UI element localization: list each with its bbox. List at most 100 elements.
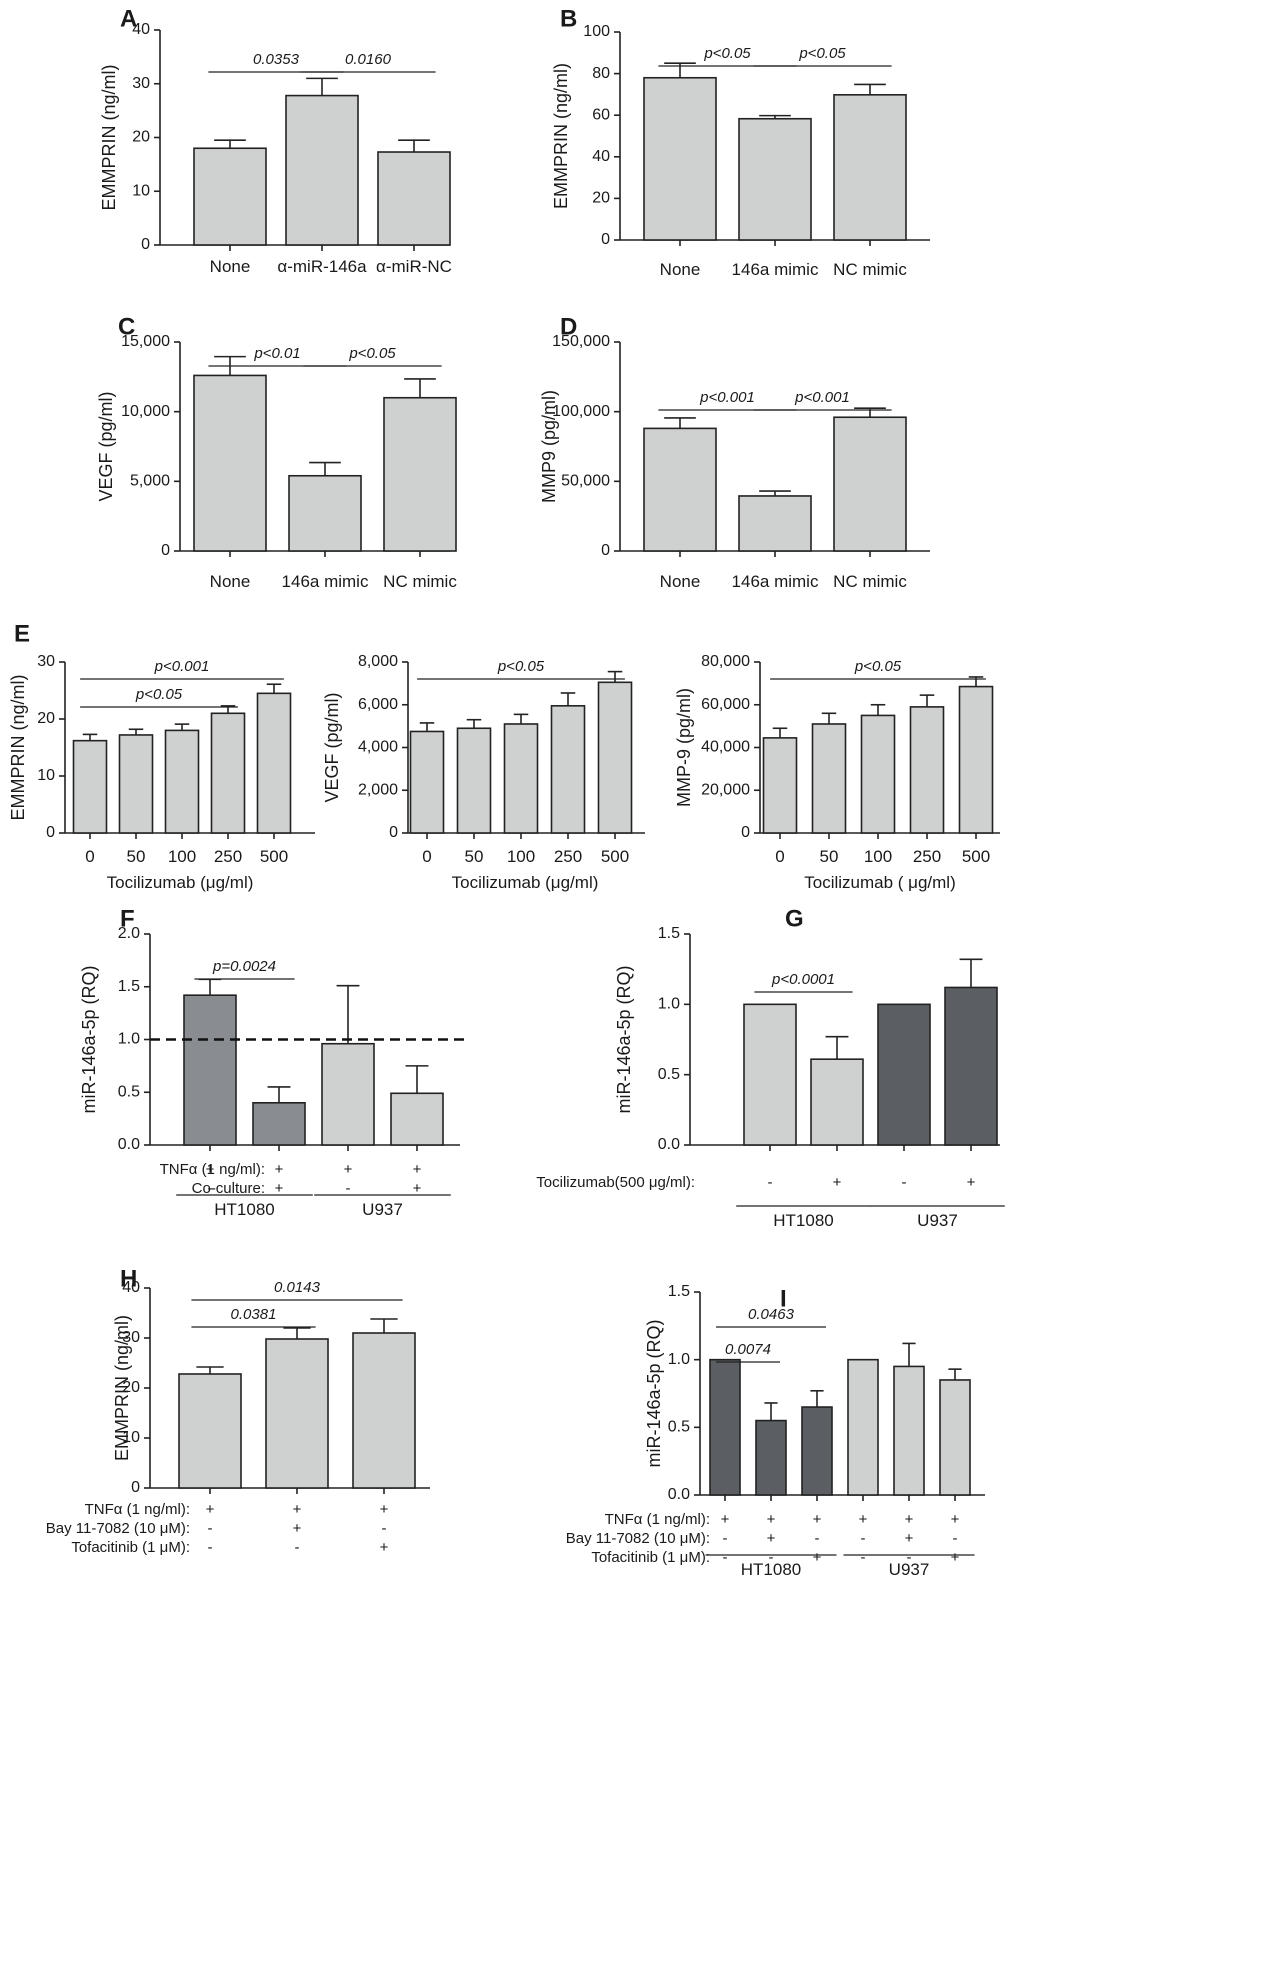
significance-label: p<0.0001 xyxy=(771,971,835,988)
x-category-label: 0 xyxy=(85,847,94,866)
significance-label: p=0.0024 xyxy=(212,958,276,975)
significance-label: 0.0381 xyxy=(231,1306,277,1323)
x-category-label: α-miR-NC xyxy=(376,257,452,276)
bar xyxy=(860,714,896,834)
y-tick-label: 0.5 xyxy=(118,1083,140,1100)
bar xyxy=(597,681,633,834)
treatment-row-label: Tocilizumab(500 μg/ml): xyxy=(536,1174,695,1191)
y-tick-label: 40,000 xyxy=(701,739,750,756)
chart-panel-d: D 0 50,000 100,000 150,000 MMP9 (pg/ml) None 14… xyxy=(539,313,930,591)
bar xyxy=(118,734,154,834)
treatment-mark: - xyxy=(953,1530,958,1547)
bar xyxy=(709,1358,741,1496)
panel-letter: F xyxy=(120,905,135,932)
bar xyxy=(833,94,907,241)
chart-panel-e: E 0 10 20 30 EMMPRIN (ng/ml) 0 50 100 250 500 Tocil… xyxy=(8,620,315,892)
y-tick-label: 40 xyxy=(132,21,150,38)
significance-label: 0.0160 xyxy=(345,51,392,68)
bar xyxy=(738,495,812,552)
y-tick-label: 0 xyxy=(389,824,398,841)
treatment-row-label: Bay 11-7082 (10 μM): xyxy=(566,1530,710,1547)
y-axis-title: EMMPRIN (ng/ml) xyxy=(99,64,119,210)
treatment-row-label: Tofacitinib (1 μM): xyxy=(71,1539,190,1556)
treatment-mark: + xyxy=(721,1511,730,1528)
y-tick-label: 30 xyxy=(132,75,150,92)
y-tick-label: 30 xyxy=(122,1329,140,1346)
group-label: U937 xyxy=(917,1211,958,1230)
bar xyxy=(738,117,812,241)
treatment-mark: - xyxy=(382,1520,387,1537)
bar xyxy=(877,1003,931,1146)
treatment-mark: + xyxy=(813,1511,822,1528)
y-tick-label: 20 xyxy=(122,1379,140,1396)
treatment-mark: + xyxy=(859,1511,868,1528)
bar xyxy=(503,723,539,834)
treatment-mark: + xyxy=(767,1530,776,1547)
bar xyxy=(958,685,994,834)
chart-panel-c: C 0 5,000 10,000 15,000 VEGF (pg/ml) None 146a … xyxy=(96,313,457,591)
treatment-mark: + xyxy=(206,1501,215,1518)
bar xyxy=(178,1373,242,1489)
y-tick-label: 150,000 xyxy=(552,333,610,350)
treatment-row-label: TNFα (1 ng/ml): xyxy=(160,1161,265,1178)
x-category-label: 146a mimic xyxy=(732,572,819,591)
x-category-label: 0 xyxy=(422,847,431,866)
treatment-mark: + xyxy=(905,1511,914,1528)
y-tick-label: 100,000 xyxy=(552,403,610,420)
panel-letter: A xyxy=(120,5,137,32)
bar xyxy=(252,1102,306,1146)
y-tick-label: 0 xyxy=(141,236,150,253)
y-tick-label: 0.5 xyxy=(668,1419,690,1436)
bar xyxy=(288,474,362,552)
chart-panel-f: F 0.0 0.5 1.0 1.5 2.0 miR-146a-5p (RQ) p=0.0024… xyxy=(79,905,465,1219)
significance-label: p<0.001 xyxy=(794,389,850,406)
bar xyxy=(801,1406,833,1496)
group-label: U937 xyxy=(889,1560,930,1579)
significance-label: 0.0463 xyxy=(748,1306,795,1323)
group-label: HT1080 xyxy=(773,1211,833,1230)
bar xyxy=(643,76,717,241)
y-tick-label: 30 xyxy=(37,653,55,670)
treatment-mark: + xyxy=(813,1549,822,1566)
treatment-mark: - xyxy=(769,1549,774,1566)
y-tick-label: 10,000 xyxy=(121,403,170,420)
treatment-row-label: TNFα (1 ng/ml): xyxy=(605,1511,710,1528)
chart-panel-h: H 0 10 20 30 40 EMMPRIN (ng/ml) 0.0143 0.0381 TNF… xyxy=(46,1265,430,1556)
bar xyxy=(352,1332,416,1489)
y-tick-label: 100 xyxy=(583,23,610,40)
treatment-mark: + xyxy=(413,1180,422,1197)
bar xyxy=(193,374,267,552)
x-category-label: 250 xyxy=(554,847,582,866)
bar xyxy=(210,712,246,834)
treatment-mark: - xyxy=(723,1549,728,1566)
x-category-label: 100 xyxy=(507,847,535,866)
y-tick-label: 1.5 xyxy=(658,925,680,942)
y-tick-label: 10 xyxy=(122,1429,140,1446)
y-axis-title: MMP9 (pg/ml) xyxy=(539,390,559,503)
treatment-mark: + xyxy=(344,1161,353,1178)
y-tick-label: 0 xyxy=(741,824,750,841)
significance-label: p<0.05 xyxy=(854,658,902,675)
treatment-mark: + xyxy=(413,1161,422,1178)
significance-label: p<0.05 xyxy=(703,45,751,62)
treatment-mark: - xyxy=(902,1174,907,1191)
chart-panel-e6: 0 20,000 40,000 60,000 80,000 MMP-9 (pg/ml) 0 5… xyxy=(674,653,1000,892)
chart-panel-i: I 0.0 0.5 1.0 1.5 miR-146a-5p (RQ) 0.0463 0.007… xyxy=(566,1283,985,1579)
treatment-mark: - xyxy=(907,1549,912,1566)
bar xyxy=(193,147,267,246)
x-category-label: None xyxy=(210,572,251,591)
x-category-label: 0 xyxy=(775,847,784,866)
y-tick-label: 40 xyxy=(592,148,610,165)
treatment-mark: + xyxy=(905,1530,914,1547)
y-tick-label: 1.0 xyxy=(668,1351,690,1368)
treatment-row-label: Bay 11-7082 (10 μM): xyxy=(46,1520,190,1537)
bar xyxy=(285,94,359,246)
treatment-mark: + xyxy=(951,1549,960,1566)
x-category-label: 50 xyxy=(127,847,146,866)
significance-label: p<0.01 xyxy=(253,345,300,362)
y-tick-label: 10 xyxy=(132,182,150,199)
treatment-mark: + xyxy=(275,1161,284,1178)
significance-label: 0.0353 xyxy=(253,51,300,68)
x-category-label: α-miR-146a xyxy=(277,257,367,276)
y-tick-label: 0 xyxy=(46,824,55,841)
